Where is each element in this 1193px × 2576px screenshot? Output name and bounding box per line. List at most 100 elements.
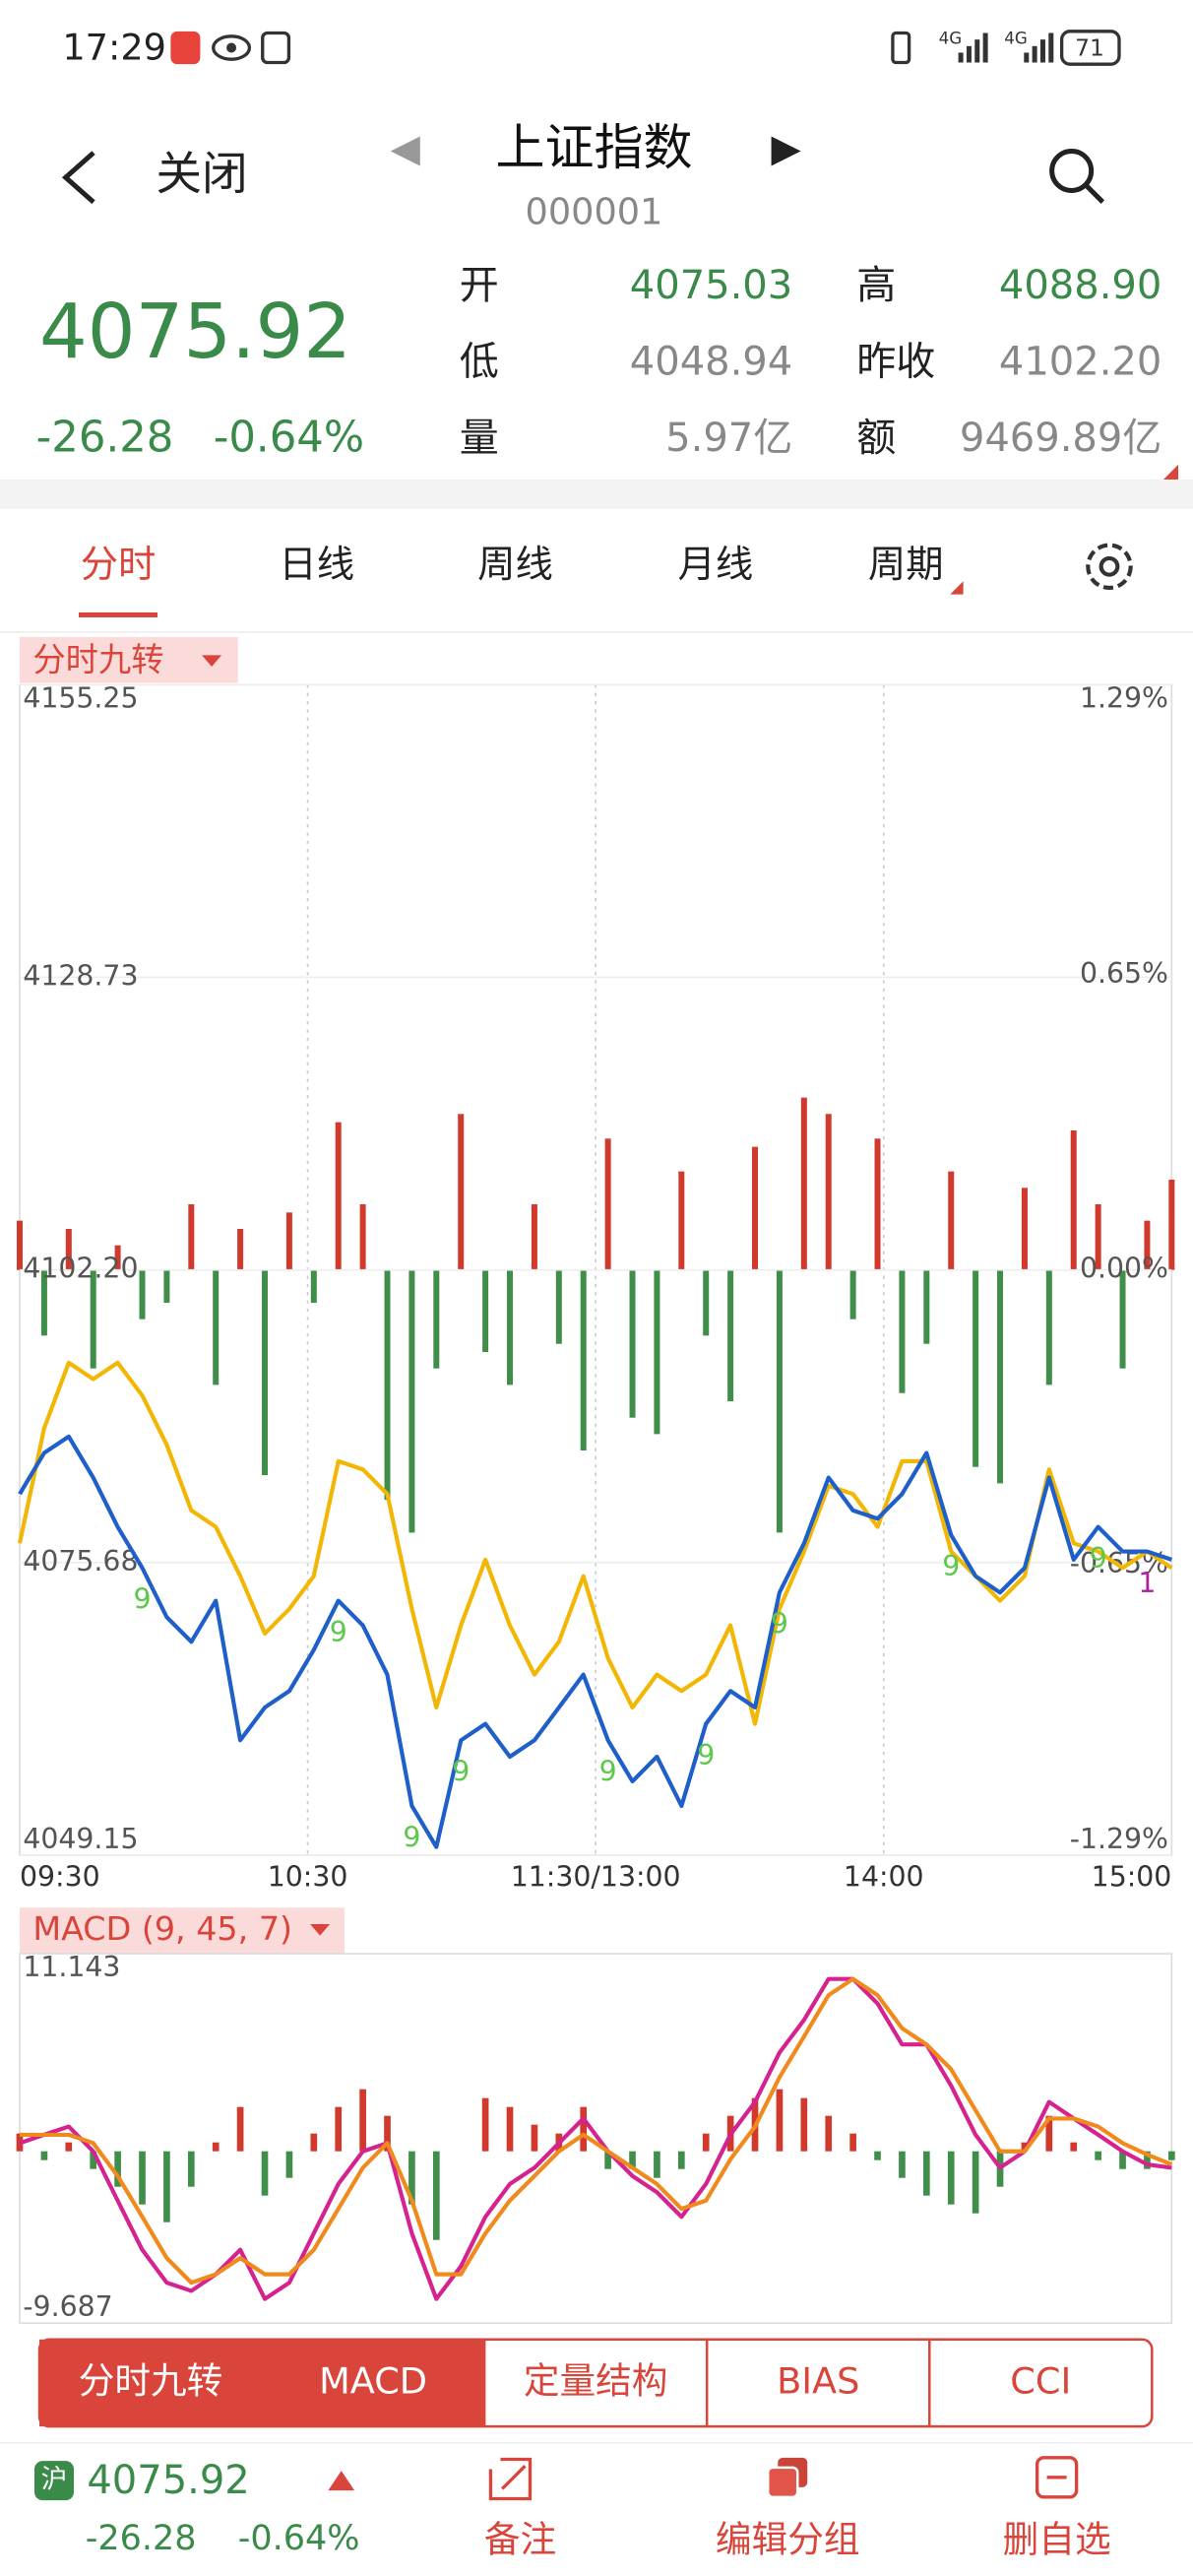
nine-turn-mark: 9 (942, 1550, 960, 1582)
tab[interactable]: 周线 (477, 543, 553, 587)
eye-icon (212, 34, 252, 61)
indicator-label[interactable]: 分时九转 (32, 640, 163, 678)
macd-label[interactable]: MACD (9, 45, 7) (32, 1909, 292, 1948)
tab-bg (39, 2339, 263, 2427)
indicator-tab[interactable]: 分时九转 (79, 2359, 223, 2402)
flow-bar (285, 1212, 292, 1270)
indicator-tab[interactable]: MACD (319, 2359, 427, 2402)
flow-bar (800, 1097, 807, 1270)
flow-bar (335, 1122, 342, 1270)
net-label: 4G (939, 30, 963, 48)
tab[interactable]: 分时 (81, 543, 157, 587)
signal-1 (958, 32, 988, 63)
code: 000001 (526, 190, 663, 232)
flow-bar (727, 1269, 734, 1402)
close-button[interactable]: 关闭 (156, 149, 247, 202)
battery (1059, 30, 1121, 66)
macd-bar (899, 2151, 906, 2178)
macd-bar (1070, 2142, 1078, 2152)
nine-turn-mark: 9 (1090, 1542, 1107, 1575)
flow-bar (1119, 1269, 1126, 1369)
group-icon[interactable] (766, 2457, 808, 2499)
macd-bar (163, 2151, 170, 2222)
y-tick-label: 4049.15 (23, 1823, 138, 1855)
battery-level: 71 (1075, 34, 1104, 62)
flow-bar (1021, 1188, 1028, 1270)
indicator-label-bg[interactable] (20, 636, 238, 683)
flow-bar (65, 1228, 72, 1270)
footer-action[interactable]: 编辑分组 (716, 2518, 860, 2560)
field-label: 昨收 (856, 339, 935, 384)
tab-underline (79, 612, 158, 617)
indicator-tabs: 分时九转 MACD 定量结构 BIAS CCI (37, 2338, 1154, 2428)
macd-bar (1144, 2151, 1151, 2169)
flow-bar (1168, 1179, 1175, 1270)
macd-bar (359, 2089, 366, 2152)
field-label: 低 (460, 339, 499, 384)
flow-bar (948, 1171, 955, 1270)
tab[interactable]: 月线 (678, 543, 754, 587)
flow-bar (90, 1269, 96, 1369)
field-value: 4088.90 (999, 263, 1162, 308)
market-badge (34, 2461, 75, 2501)
flow-bar (531, 1203, 537, 1270)
back-arrow[interactable] (61, 151, 95, 205)
x-tick-label: 10:30 (268, 1860, 348, 1893)
nine-turn-mark: 9 (599, 1756, 617, 1788)
macd-bar (972, 2151, 979, 2214)
macd-bar (335, 2106, 343, 2152)
prev-button[interactable] (390, 136, 420, 166)
macd-bar (947, 2151, 955, 2205)
next-button[interactable] (771, 136, 801, 166)
macd-bar (40, 2151, 48, 2160)
flow-bar (310, 1269, 317, 1304)
nine-turn-mark: 9 (452, 1756, 470, 1788)
nine-turn-mark: 9 (133, 1583, 151, 1616)
footer-action[interactable]: 备注 (484, 2518, 556, 2560)
macd-bar (212, 2142, 220, 2152)
flow-bar (482, 1269, 489, 1353)
flow-bar (213, 1269, 220, 1385)
tab-corner (950, 581, 964, 595)
settings-icon[interactable] (1086, 543, 1133, 591)
eye-pupil (226, 42, 237, 53)
y-tick-label: 4075.68 (23, 1545, 138, 1578)
macd-bar (384, 2115, 391, 2152)
flow-bar (1045, 1269, 1052, 1385)
y2-tick-label: -1.29% (1070, 1823, 1168, 1855)
flow-bar (629, 1269, 636, 1418)
indicator-tab[interactable]: 定量结构 (524, 2359, 668, 2402)
field-value: 9469.89亿 (960, 416, 1162, 461)
macd-bar (922, 2151, 930, 2196)
macd-bar (776, 2089, 784, 2152)
price-line (18, 1434, 1172, 1849)
indicator-tab[interactable]: BIAS (777, 2359, 859, 2402)
macd-bar (677, 2151, 685, 2169)
macd-line (20, 1976, 1173, 2286)
macd-line (19, 1976, 1172, 2301)
tab-bg (262, 2339, 485, 2427)
macd-bar (1167, 2151, 1175, 2160)
field-label: 开 (460, 263, 499, 308)
status-time: 17:29 (62, 27, 166, 69)
tab[interactable]: 周期 (868, 543, 944, 587)
flow-bar (580, 1269, 587, 1451)
change: -26.28 (36, 413, 174, 462)
field-label: 高 (856, 263, 896, 308)
tab[interactable]: 日线 (279, 543, 354, 587)
macd-bar (432, 2151, 440, 2240)
field-label: 量 (460, 416, 499, 461)
footer-action[interactable]: 删自选 (1003, 2518, 1111, 2560)
indicator-tab[interactable]: CCI (1010, 2359, 1071, 2402)
macd-bar (654, 2151, 660, 2178)
field-value: 4075.03 (630, 263, 792, 308)
note-icon[interactable] (488, 2457, 533, 2501)
x-tick-label: 11:30/13:00 (511, 1860, 681, 1893)
remove-icon[interactable] (1035, 2456, 1079, 2499)
footer-price: 4075.92 (87, 2458, 249, 2503)
period-tabs: 分时 日线 周线 月线 周期 (79, 543, 944, 617)
macd-label-bg[interactable] (20, 1907, 345, 1955)
search-icon[interactable] (1049, 149, 1095, 194)
macd-bar (114, 2151, 121, 2187)
macd-bar (139, 2151, 146, 2205)
